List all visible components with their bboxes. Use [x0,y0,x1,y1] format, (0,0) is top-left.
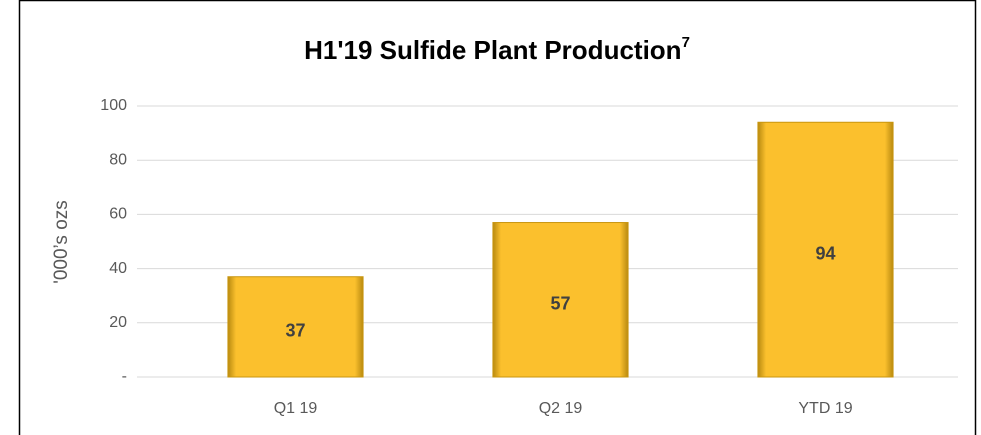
y-tick-label: 60 [109,206,127,223]
bar [492,222,629,378]
x-tick-label: Q1 19 [274,400,318,417]
bar [227,276,364,378]
x-tick-label: Q2 19 [539,400,583,417]
chart-title: H1'19 Sulfide Plant Production7 [304,34,690,65]
y-tick-label: 40 [109,260,127,277]
chart-border [18,0,977,435]
value-label: 94 [815,243,835,263]
y-tick-label: - [122,368,127,385]
y-tick-label: 100 [100,97,127,114]
value-label: 57 [550,294,570,314]
y-tick-label: 80 [109,151,127,168]
title-main: H1'19 Sulfide Plant Production [304,35,681,65]
x-tick-label: YTD 19 [798,400,852,417]
title-superscript: 7 [682,34,690,51]
bar [757,121,894,378]
value-label: 37 [285,321,305,341]
y-axis-label: '000’s ozs [51,200,72,284]
y-tick-label: 20 [109,314,127,331]
